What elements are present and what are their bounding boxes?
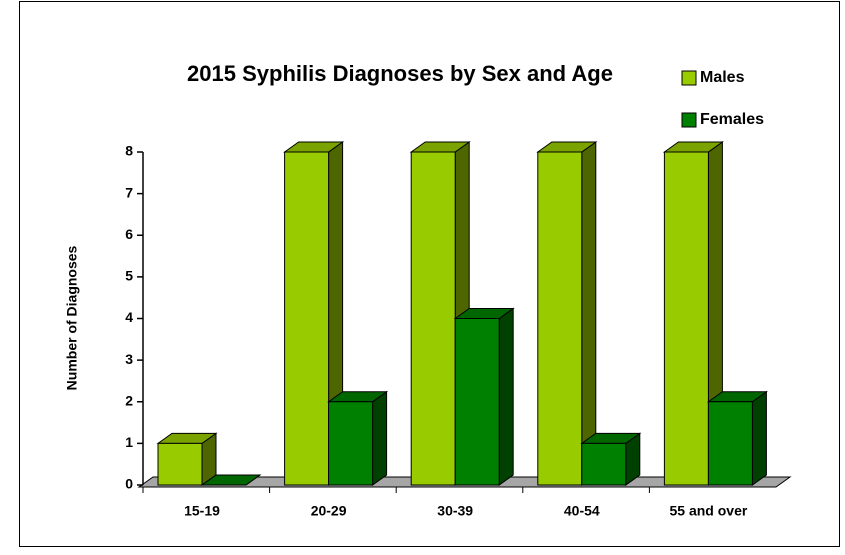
legend-label: Males <box>700 69 745 86</box>
y-tick-label: 6 <box>125 226 133 242</box>
y-tick-label: 3 <box>125 351 133 367</box>
x-tick-label: 30-39 <box>437 503 473 519</box>
bar <box>328 401 374 486</box>
y-tick-label: 2 <box>125 392 133 408</box>
bar-side <box>581 141 597 486</box>
x-tick-label: 55 and over <box>669 503 747 519</box>
chart-title: 2015 Syphilis Diagnoses by Sex and Age <box>187 61 613 86</box>
y-tick-label: 5 <box>125 268 133 284</box>
y-axis-label: Number of Diagnoses <box>64 245 80 390</box>
x-tick-label: 40-54 <box>564 503 600 519</box>
bar-side <box>372 390 388 486</box>
legend-swatch <box>681 70 697 86</box>
x-tick-label: 15-19 <box>184 503 220 519</box>
bar <box>537 151 583 486</box>
bar-side <box>751 390 767 486</box>
y-tick-label: 8 <box>125 143 133 159</box>
bar <box>581 442 627 486</box>
legend-swatch <box>681 112 697 128</box>
bar <box>707 401 753 486</box>
x-tick-label: 20-29 <box>311 503 347 519</box>
bar-side <box>498 307 514 486</box>
bar <box>410 151 456 486</box>
y-tick-label: 4 <box>125 309 133 325</box>
legend-label: Females <box>700 111 764 128</box>
bar <box>284 151 330 486</box>
bar-top <box>200 474 262 486</box>
y-tick-label: 0 <box>125 476 133 492</box>
bar <box>663 151 709 486</box>
y-tick-label: 1 <box>125 434 133 450</box>
y-tick-label: 7 <box>125 184 133 200</box>
bar <box>157 442 203 486</box>
bar <box>454 318 500 486</box>
